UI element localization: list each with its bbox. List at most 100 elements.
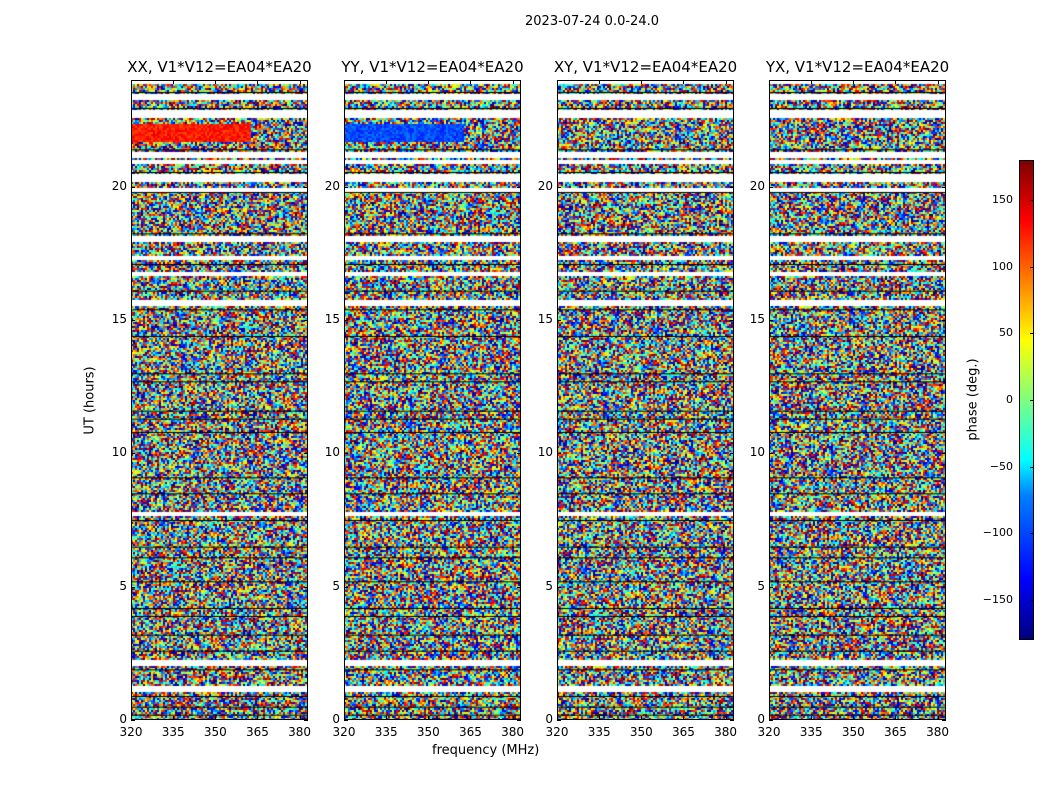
x-tick-mark <box>512 716 514 720</box>
x-tick-label: 380 <box>714 725 738 739</box>
y-tick-label: 15 <box>537 312 553 326</box>
colorbar-label: phase (deg.) <box>965 358 981 441</box>
waterfall-panel <box>557 80 734 721</box>
phase-heatmap <box>769 80 946 720</box>
axes-frame <box>131 80 308 720</box>
x-tick-mark <box>299 80 301 84</box>
y-tick-mark <box>131 720 135 721</box>
x-tick-mark <box>853 80 855 84</box>
x-tick-mark <box>428 716 430 720</box>
x-tick-label: 380 <box>288 725 312 739</box>
x-tick-label: 335 <box>587 725 611 739</box>
y-tick-mark <box>769 586 773 588</box>
x-tick-label: 320 <box>332 725 356 739</box>
y-axis-label: UT (hours) <box>82 366 98 435</box>
y-tick-mark <box>517 453 521 455</box>
colorbar-tick-mark <box>1030 266 1034 268</box>
y-tick-mark <box>942 320 946 321</box>
x-tick-mark <box>895 80 897 84</box>
y-tick-mark <box>131 586 135 588</box>
x-tick-mark <box>769 80 770 84</box>
x-tick-mark <box>811 80 813 84</box>
phase-heatmap <box>131 80 308 720</box>
x-tick-mark <box>725 716 727 720</box>
colorbar-tick-mark <box>1030 533 1034 535</box>
y-tick-label: 10 <box>537 445 553 460</box>
y-tick-mark <box>344 586 348 588</box>
y-tick-mark <box>730 186 734 188</box>
colorbar-tick-label: 0 <box>1006 393 1013 406</box>
y-tick-mark <box>517 186 521 188</box>
y-tick-mark <box>344 720 348 721</box>
x-tick-label: 365 <box>671 725 695 739</box>
colorbar-tick-label: 50 <box>999 326 1013 340</box>
y-tick-mark <box>769 186 773 188</box>
x-tick-mark <box>853 716 855 720</box>
panel-title: YX, V1*V12=EA04*EA20 <box>765 58 950 76</box>
x-tick-mark <box>428 80 430 84</box>
x-tick-label: 380 <box>926 725 950 739</box>
y-tick-label: 20 <box>111 178 127 193</box>
panel-title: XY, V1*V12=EA04*EA20 <box>553 58 738 76</box>
x-tick-mark <box>173 80 175 84</box>
y-tick-mark <box>304 186 308 188</box>
y-tick-mark <box>557 186 561 188</box>
x-tick-label: 320 <box>545 725 569 739</box>
y-tick-label: 5 <box>332 578 340 593</box>
phase-heatmap <box>557 80 734 720</box>
y-tick-mark <box>730 320 734 321</box>
y-tick-mark <box>769 720 773 721</box>
y-tick-label: 20 <box>537 178 553 193</box>
colorbar-tick-label: 150 <box>992 193 1013 206</box>
x-tick-mark <box>173 716 175 720</box>
y-tick-mark <box>517 720 521 721</box>
y-tick-mark <box>557 586 561 588</box>
x-tick-mark <box>386 80 388 84</box>
x-tick-mark <box>937 80 939 84</box>
x-tick-mark <box>683 80 685 84</box>
y-tick-label: 15 <box>749 312 765 326</box>
x-tick-mark <box>725 80 727 84</box>
x-tick-mark <box>344 716 345 720</box>
y-tick-mark <box>517 586 521 588</box>
y-tick-mark <box>769 320 773 321</box>
x-tick-label: 380 <box>501 725 525 739</box>
y-tick-mark <box>942 186 946 188</box>
y-tick-mark <box>942 453 946 455</box>
colorbar-tick-label: −150 <box>982 593 1013 606</box>
y-tick-mark <box>304 453 308 455</box>
axes-frame <box>557 80 734 720</box>
waterfall-panel <box>769 80 946 721</box>
axes-frame <box>769 80 946 720</box>
y-tick-label: 15 <box>324 312 340 326</box>
colorbar-tick-label: −100 <box>982 526 1013 540</box>
y-tick-label: 5 <box>757 578 765 593</box>
y-tick-mark <box>304 720 308 721</box>
y-tick-mark <box>557 320 561 321</box>
x-tick-mark <box>386 716 388 720</box>
waterfall-panel <box>344 80 521 721</box>
waterfall-panel <box>131 80 308 721</box>
x-tick-mark <box>257 716 259 720</box>
y-tick-label: 0 <box>332 712 340 726</box>
x-tick-mark <box>512 80 514 84</box>
phase-heatmap <box>344 80 521 720</box>
colorbar-tick-mark <box>1030 200 1034 201</box>
x-tick-mark <box>299 716 301 720</box>
x-tick-label: 335 <box>799 725 823 739</box>
figure-suptitle: 2023-07-24 0.0-24.0 <box>525 14 659 29</box>
y-tick-label: 5 <box>545 578 553 593</box>
x-tick-mark <box>641 80 643 84</box>
y-tick-mark <box>131 453 135 455</box>
x-tick-label: 365 <box>458 725 482 739</box>
y-tick-label: 0 <box>545 712 553 726</box>
y-tick-mark <box>304 320 308 321</box>
x-tick-label: 335 <box>374 725 398 739</box>
y-tick-mark <box>557 720 561 721</box>
x-tick-label: 320 <box>757 725 781 739</box>
y-tick-mark <box>730 453 734 455</box>
x-tick-label: 320 <box>119 725 143 739</box>
colorbar-tick-mark <box>1030 333 1034 335</box>
y-tick-mark <box>344 186 348 188</box>
x-tick-label: 350 <box>841 725 865 739</box>
